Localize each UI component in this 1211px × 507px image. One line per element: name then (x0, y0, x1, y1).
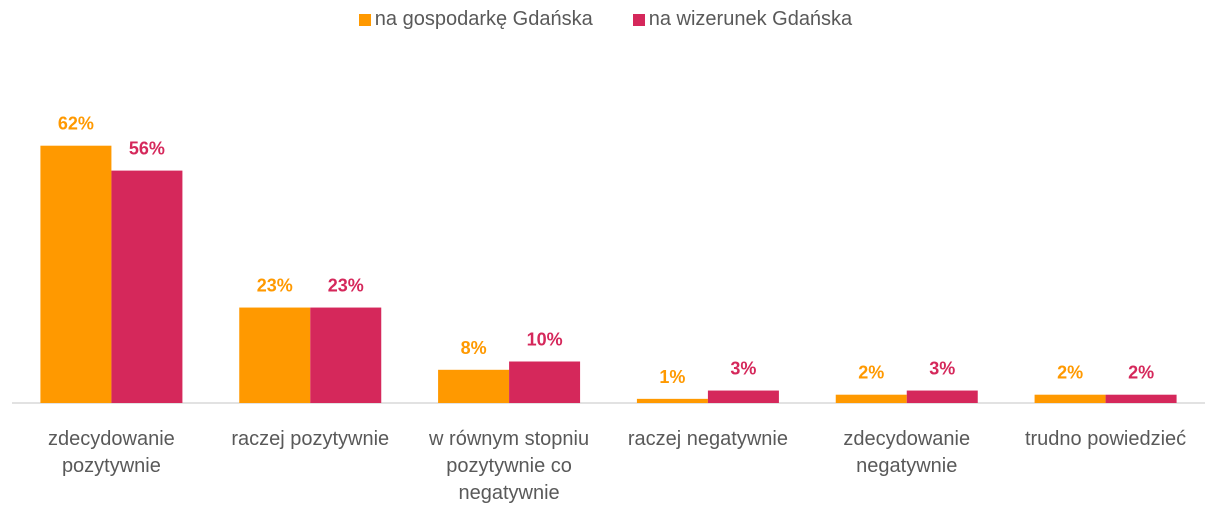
legend-label: na wizerunek Gdańska (648, 8, 853, 30)
data-label: 1% (659, 367, 685, 387)
x-tick-label: zdecydowanie pozytywnie (48, 428, 175, 477)
bar (707, 390, 779, 403)
bar (40, 145, 112, 403)
data-label: 3% (929, 359, 955, 379)
data-label: 8% (461, 338, 487, 358)
bar (239, 307, 311, 403)
data-label: 2% (1057, 363, 1083, 383)
bar (906, 390, 978, 403)
x-tick-label: zdecydowanie negatywnie (843, 428, 971, 477)
x-tick-label: trudno powiedzieć (1024, 428, 1187, 450)
legend-swatch (358, 13, 371, 26)
bar (835, 394, 907, 403)
legend: na gospodarkę Gdańska na wizerunek Gdańsk… (0, 8, 1211, 31)
bar (636, 398, 708, 403)
legend-label: na gospodarkę Gdańska (374, 8, 593, 30)
x-tick-label: raczej negatywnie (627, 428, 788, 450)
data-label: 62% (58, 114, 94, 134)
legend-swatch (632, 13, 645, 26)
bar (111, 170, 183, 403)
bar (1034, 394, 1106, 403)
data-label: 3% (730, 359, 756, 379)
x-tick-label: w równym stopniu pozytywnie co negatywni… (429, 428, 590, 504)
bar (438, 369, 510, 403)
data-label: 23% (328, 276, 364, 296)
data-label: 23% (257, 276, 293, 296)
legend-item: na gospodarkę Gdańska (358, 8, 593, 31)
data-label: 56% (129, 139, 165, 159)
bar (1105, 394, 1177, 403)
data-label: 10% (527, 330, 563, 350)
bar (310, 307, 382, 403)
legend-item: na wizerunek Gdańska (632, 8, 853, 31)
data-label: 2% (858, 363, 884, 383)
data-label: 2% (1128, 363, 1154, 383)
bar (509, 361, 581, 403)
x-tick-label: raczej pozytywnie (231, 428, 390, 450)
